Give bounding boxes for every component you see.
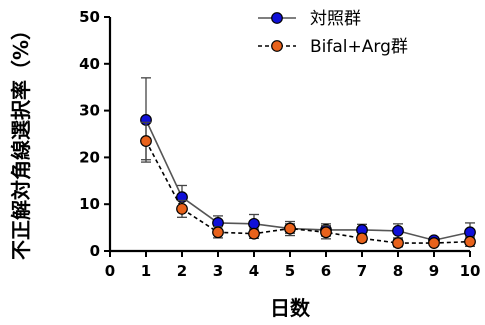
x-tick-label: 5	[285, 262, 295, 280]
x-tick-label: 10	[460, 262, 481, 280]
y-tick-label: 50	[79, 8, 100, 26]
x-tick-label: 3	[213, 262, 223, 280]
y-tick-label: 40	[79, 55, 100, 73]
legend-label: 対照群	[310, 9, 361, 29]
y-tick-label: 20	[79, 148, 100, 166]
data-point	[356, 232, 368, 245]
legend-marker	[271, 40, 283, 52]
x-tick-label: 7	[357, 262, 367, 280]
series-1	[140, 77, 476, 247]
x-tick-label: 9	[429, 262, 439, 280]
y-axis-title: 不正解対角線選択率（%）	[9, 20, 33, 260]
data-point	[464, 235, 476, 248]
series-line	[145, 119, 471, 242]
legend-item-1: 対照群	[258, 9, 361, 29]
y-tick-label: 0	[90, 242, 100, 260]
data-point	[392, 237, 404, 249]
legend-marker	[271, 12, 283, 24]
series-2	[140, 121, 476, 249]
plot-area	[140, 77, 476, 249]
data-point	[140, 135, 152, 147]
data-point	[212, 226, 224, 239]
legend-label: Bifal+Arg群	[310, 37, 408, 57]
data-point	[248, 217, 260, 230]
x-tick-label: 4	[249, 262, 259, 280]
legend-item-2: Bifal+Arg群	[258, 37, 408, 57]
legend: 対照群 Bifal+Arg群	[258, 9, 408, 57]
y-tick-label: 30	[79, 102, 100, 120]
series-line	[145, 140, 471, 244]
x-tick-label: 2	[177, 262, 187, 280]
axes: 0 10 20 30 40 50 0 1 2 3 4 5 6 7 8 9 10	[79, 8, 480, 280]
data-point	[248, 227, 260, 240]
x-tick-label: 8	[393, 262, 403, 280]
x-tick-label: 6	[321, 262, 331, 280]
data-point	[428, 237, 440, 249]
x-tick-label: 1	[141, 262, 151, 280]
data-point	[392, 224, 404, 237]
y-tick-label: 10	[79, 195, 100, 213]
data-point	[176, 202, 188, 215]
data-point	[284, 222, 296, 235]
x-axis-title: 日数	[270, 296, 311, 320]
x-tick-label: 0	[105, 262, 115, 280]
data-point	[320, 226, 332, 239]
